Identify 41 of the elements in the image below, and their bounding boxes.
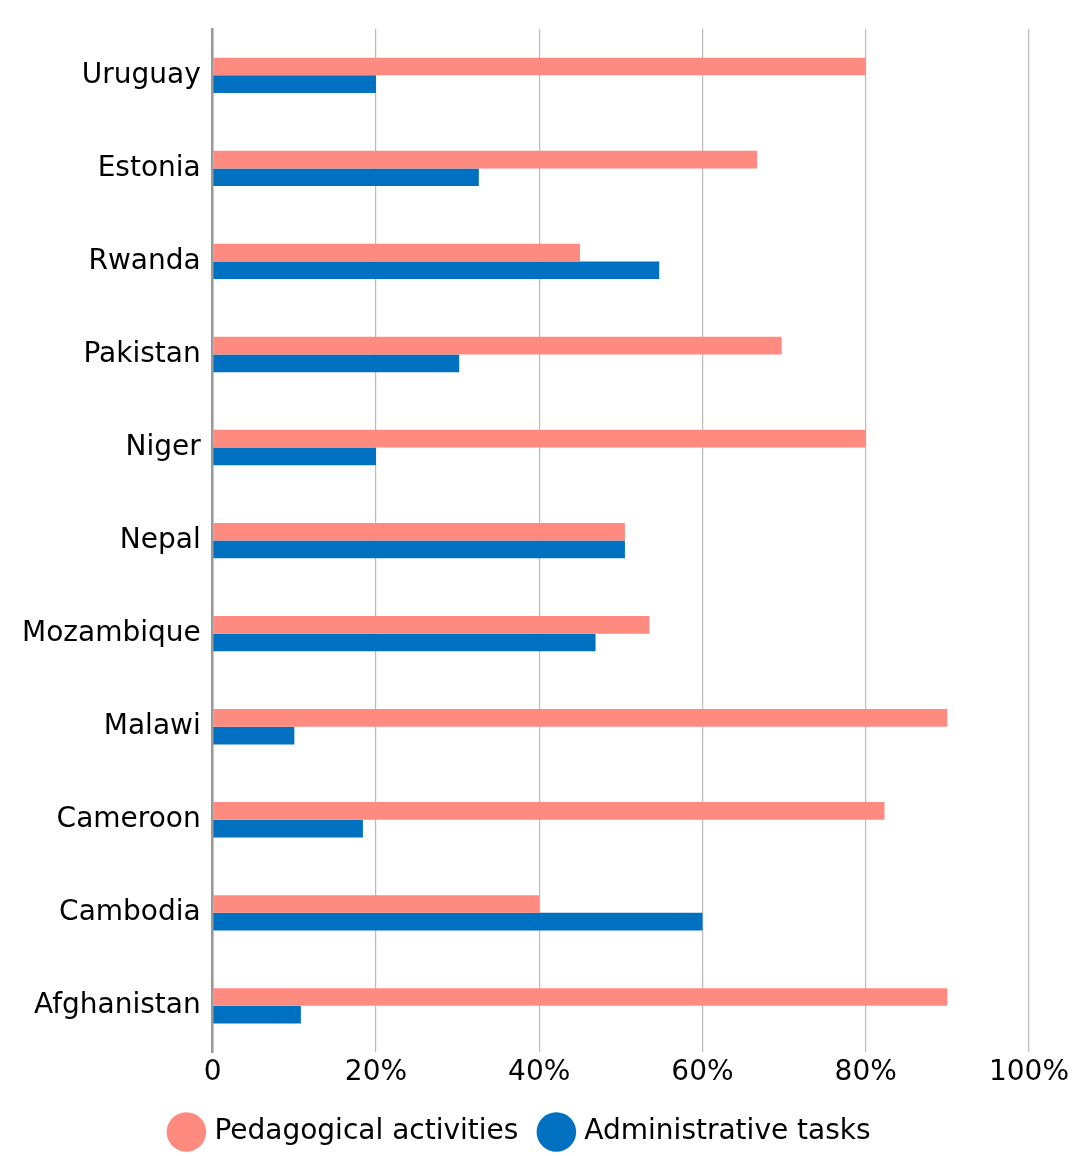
bar [213, 988, 948, 1006]
bar [213, 912, 703, 931]
y-tick-label: Cambodia [59, 894, 201, 928]
bar [213, 261, 660, 280]
x-tick-label: 80% [834, 1054, 897, 1088]
y-tick-label: Mozambique [22, 614, 201, 648]
bar [213, 429, 866, 448]
bar [213, 57, 866, 76]
bar [213, 895, 540, 913]
bar [213, 1005, 301, 1024]
bar [213, 726, 295, 745]
bar [213, 522, 625, 541]
y-tick-label: Pakistan [83, 335, 201, 369]
bar [213, 354, 460, 373]
y-tick-label: Nepal [119, 521, 201, 555]
bar [213, 633, 596, 652]
x-tick-label: 0 [203, 1054, 222, 1088]
bar [213, 336, 782, 355]
x-tick-label: 100% [988, 1054, 1070, 1088]
bar [213, 709, 948, 727]
x-tick-label: 60% [671, 1054, 734, 1088]
bar [213, 819, 363, 838]
y-tick-label: Afghanistan [34, 987, 201, 1021]
legend-label: Administrative tasks [584, 1113, 871, 1147]
y-tick-label: Estonia [97, 149, 201, 183]
bar [213, 802, 885, 820]
y-tick-label: Rwanda [88, 242, 201, 276]
bar [213, 540, 625, 559]
bar [213, 150, 758, 169]
bar [213, 615, 650, 634]
y-tick-label: Cameroon [56, 801, 201, 835]
y-tick-label: Malawi [103, 707, 201, 741]
x-tick-label: 40% [508, 1054, 571, 1088]
y-tick-label: Uruguay [81, 56, 201, 90]
bar [213, 168, 479, 187]
bar [213, 447, 376, 466]
bar [213, 243, 581, 262]
x-tick-label: 20% [344, 1054, 408, 1088]
y-tick-label: Niger [125, 428, 202, 462]
legend-label: Pedagogical activities [214, 1113, 519, 1147]
bar [213, 75, 376, 94]
